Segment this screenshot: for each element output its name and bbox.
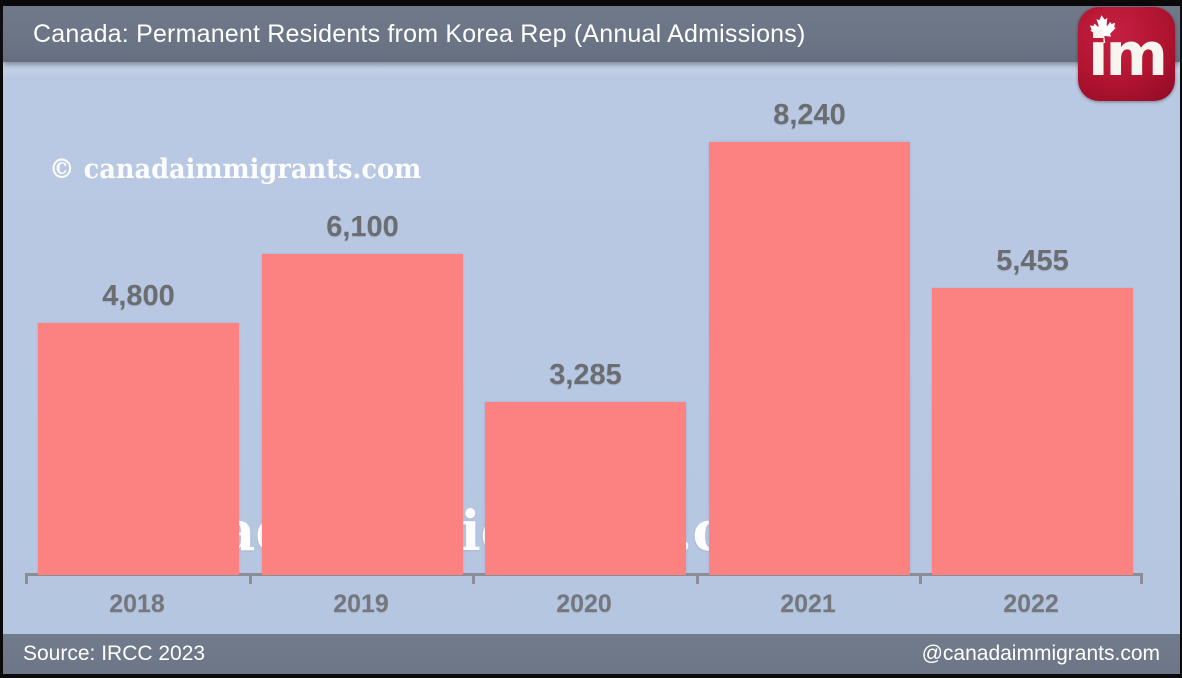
footer-bar: Source: IRCC 2023 @canadaimmigrants.com [3, 634, 1180, 674]
chart-title: Canada: Permanent Residents from Korea R… [33, 19, 806, 48]
bar-value-label: 6,100 [326, 211, 399, 243]
x-axis-tick-label: 2022 [1003, 590, 1059, 618]
bar-value-label: 3,285 [549, 359, 622, 391]
x-axis-tick [919, 573, 922, 584]
x-axis-tick [25, 573, 28, 584]
chart-bar-2019 [262, 254, 463, 575]
brand-logo: im [1078, 7, 1175, 101]
source-label: Source: IRCC 2023 [23, 642, 206, 665]
bar-value-label: 4,800 [102, 280, 175, 312]
logo-text: im [1087, 20, 1168, 90]
chart-bar-2020 [485, 402, 686, 575]
x-axis-tick [696, 573, 699, 584]
plot-area: © canadaimmigrants.com © canadaimmigrant… [3, 62, 1180, 634]
social-handle: @canadaimmigrants.com [921, 642, 1160, 665]
x-axis-tick [472, 573, 475, 584]
x-axis-tick-label: 2021 [780, 590, 836, 618]
title-bar: Canada: Permanent Residents from Korea R… [3, 6, 1180, 62]
x-axis-tick-label: 2019 [333, 590, 389, 618]
chart-bar-2018 [38, 323, 239, 575]
maple-leaf-icon [1089, 15, 1116, 44]
bar-value-label: 8,240 [773, 99, 846, 131]
chart-bar-2022 [932, 288, 1133, 575]
x-axis-tick-label: 2020 [556, 590, 612, 618]
x-axis-tick [249, 573, 252, 584]
x-axis-tick [1140, 573, 1143, 584]
x-axis-tick-label: 2018 [109, 590, 165, 618]
chart-bar-2021 [709, 142, 910, 575]
bar-value-label: 5,455 [996, 245, 1069, 277]
watermark-small: © canadaimmigrants.com [49, 154, 422, 185]
